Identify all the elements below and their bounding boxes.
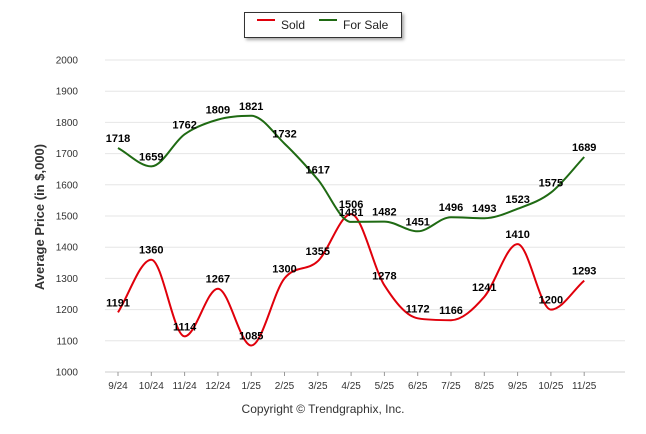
x-tick-label: 12/24 xyxy=(205,381,230,392)
sold-data-label: 1166 xyxy=(439,305,463,317)
for-sale-data-label: 1689 xyxy=(572,142,596,154)
series-lines xyxy=(117,114,585,347)
for-sale-data-label: 1821 xyxy=(239,101,263,113)
sold-legend-label: Sold xyxy=(281,18,306,32)
x-tick-label: 9/24 xyxy=(108,381,128,392)
for-sale-data-label: 1809 xyxy=(206,105,230,117)
y-tick-label: 1700 xyxy=(56,149,79,160)
sold-data-label: 1360 xyxy=(139,245,163,257)
y-axis-ticks: 1000 1100 1200 1300 1400 1500 1600 1700 1800 1900… xyxy=(56,56,79,379)
copyright-footer: Copyright © Trendgraphix, Inc. xyxy=(241,402,405,416)
sold-series-line xyxy=(117,213,585,347)
y-tick-label: 1900 xyxy=(56,87,79,98)
x-tick-label: 5/25 xyxy=(375,381,395,392)
x-tick-label: 10/24 xyxy=(139,381,164,392)
sold-data-label: 1241 xyxy=(472,282,496,294)
for-sale-data-label: 1482 xyxy=(372,207,396,219)
sold-data-label: 1278 xyxy=(372,270,396,282)
for-sale-data-label: 1451 xyxy=(405,216,429,228)
grid-lines xyxy=(105,59,625,373)
x-tick-label: 11/24 xyxy=(172,381,197,392)
y-tick-label: 1000 xyxy=(56,368,79,379)
for-sale-data-label: 1481 xyxy=(339,207,363,219)
for-sale-legend-label: For Sale xyxy=(343,18,389,32)
x-tick-label: 3/25 xyxy=(308,381,328,392)
legend: Sold For Sale xyxy=(244,12,402,38)
x-tick-label: 11/25 xyxy=(572,381,597,392)
sold-data-label: 1410 xyxy=(505,229,529,241)
for-sale-data-label: 1718 xyxy=(106,133,130,145)
sold-data-label: 1267 xyxy=(206,274,230,286)
for-sale-data-label: 1617 xyxy=(306,164,330,176)
data-labels: 1191 1360 1114 1267 1085 1300 1355 1506 1278 1172… xyxy=(106,101,597,343)
sold-data-label: 1355 xyxy=(306,246,330,258)
sold-data-label: 1200 xyxy=(539,295,563,307)
for-sale-data-label: 1659 xyxy=(139,151,163,163)
x-tick-label: 8/25 xyxy=(475,381,495,392)
for-sale-data-label: 1575 xyxy=(539,178,563,190)
y-tick-label: 1100 xyxy=(56,336,78,347)
x-tick-label: 4/25 xyxy=(341,381,361,392)
for-sale-data-label: 1523 xyxy=(505,194,529,206)
x-tick-label: 2/25 xyxy=(275,381,295,392)
for-sale-data-label: 1732 xyxy=(272,129,296,141)
x-tick-label: 1/25 xyxy=(241,381,261,392)
y-tick-label: 1500 xyxy=(56,212,79,223)
sold-legend-swatch xyxy=(257,19,275,21)
for-sale-series-line xyxy=(117,114,585,233)
y-tick-label: 1400 xyxy=(56,243,79,254)
y-tick-label: 1300 xyxy=(56,274,79,285)
x-axis-ticks: 9/24 10/24 11/24 12/24 1/25 2/25 3/25 4/25 5/25 6… xyxy=(108,372,597,392)
y-tick-label: 2000 xyxy=(56,56,79,67)
y-axis-title: Average Price (in $,000) xyxy=(32,144,47,290)
y-tick-label: 1600 xyxy=(56,180,79,191)
for-sale-data-label: 1493 xyxy=(472,203,496,215)
for-sale-data-label: 1762 xyxy=(172,119,196,131)
sold-data-label: 1293 xyxy=(572,266,596,278)
y-tick-label: 1800 xyxy=(56,118,79,129)
sold-data-label: 1114 xyxy=(173,321,197,333)
sold-data-label: 1300 xyxy=(272,263,296,275)
x-tick-label: 9/25 xyxy=(508,381,528,392)
for-sale-legend-swatch xyxy=(319,19,337,21)
x-tick-label: 6/25 xyxy=(408,381,428,392)
for-sale-data-label: 1496 xyxy=(439,202,463,214)
sold-data-label: 1085 xyxy=(239,330,263,342)
sold-data-label: 1191 xyxy=(106,297,130,309)
x-tick-label: 10/25 xyxy=(538,381,563,392)
x-tick-label: 7/25 xyxy=(441,381,461,392)
sold-data-label: 1506 xyxy=(339,199,363,211)
y-tick-label: 1200 xyxy=(56,305,79,316)
sold-data-label: 1172 xyxy=(406,303,430,315)
